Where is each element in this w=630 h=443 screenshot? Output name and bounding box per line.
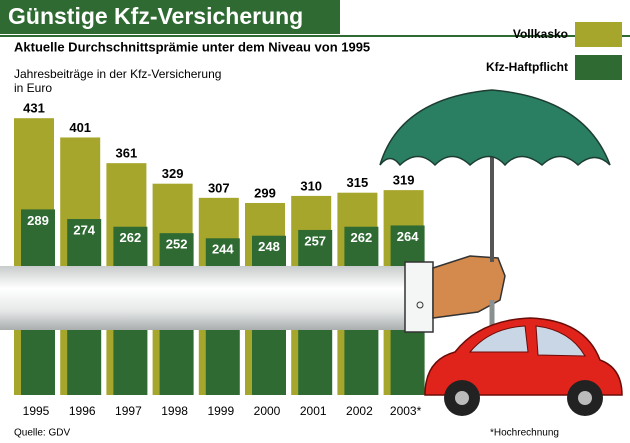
value-label: 329	[162, 166, 184, 181]
value-label: 361	[116, 146, 138, 161]
cuff	[404, 261, 434, 333]
value-label: 248	[258, 239, 280, 254]
x-tick-label: 1998	[161, 404, 188, 418]
value-label: 262	[351, 230, 373, 245]
sleeve	[0, 266, 412, 330]
value-label: 315	[347, 175, 369, 190]
illustration	[0, 89, 623, 416]
legend-swatch	[575, 22, 622, 47]
hub	[455, 391, 469, 405]
x-tick-label: 1995	[23, 404, 50, 418]
value-label: 257	[304, 233, 326, 248]
car	[424, 317, 623, 396]
legend-label: Kfz-Haftpflicht	[486, 60, 568, 74]
button	[416, 301, 424, 309]
value-label: 264	[397, 229, 419, 244]
value-label: 319	[393, 173, 415, 188]
value-label: 244	[212, 242, 234, 257]
x-tick-label: 2001	[300, 404, 327, 418]
value-label: 401	[69, 120, 91, 135]
value-label: 274	[73, 222, 95, 237]
y-label: Jahresbeiträge in der Kfz-Versicherung	[14, 67, 221, 81]
legend-label: Vollkasko	[513, 27, 568, 41]
x-tick-label: 2003*	[390, 404, 422, 418]
x-tick-label: 2002	[346, 404, 373, 418]
value-label: 299	[254, 185, 276, 200]
umbrella	[379, 89, 611, 167]
x-tick-label: 1996	[69, 404, 96, 418]
legend-swatch	[575, 55, 622, 80]
value-label: 252	[166, 237, 188, 252]
subtitle: Aktuelle Durchschnittsprämie unter dem N…	[14, 39, 370, 54]
hand	[432, 255, 506, 319]
value-label: 262	[120, 230, 142, 245]
note: *Hochrechnung	[490, 428, 559, 439]
chart-title: Günstige Kfz-Versicherung	[8, 3, 303, 29]
source: Quelle: GDV	[14, 428, 70, 439]
value-label: 289	[27, 213, 49, 228]
x-tick-label: 2000	[254, 404, 281, 418]
hub	[578, 391, 592, 405]
title-bar	[0, 0, 340, 34]
x-tick-label: 1999	[207, 404, 234, 418]
value-label: 307	[208, 180, 230, 195]
x-tick-label: 1997	[115, 404, 142, 418]
y-label: in Euro	[14, 81, 52, 95]
value-label: 310	[300, 178, 322, 193]
car-window	[468, 325, 586, 357]
value-label: 431	[23, 101, 45, 116]
